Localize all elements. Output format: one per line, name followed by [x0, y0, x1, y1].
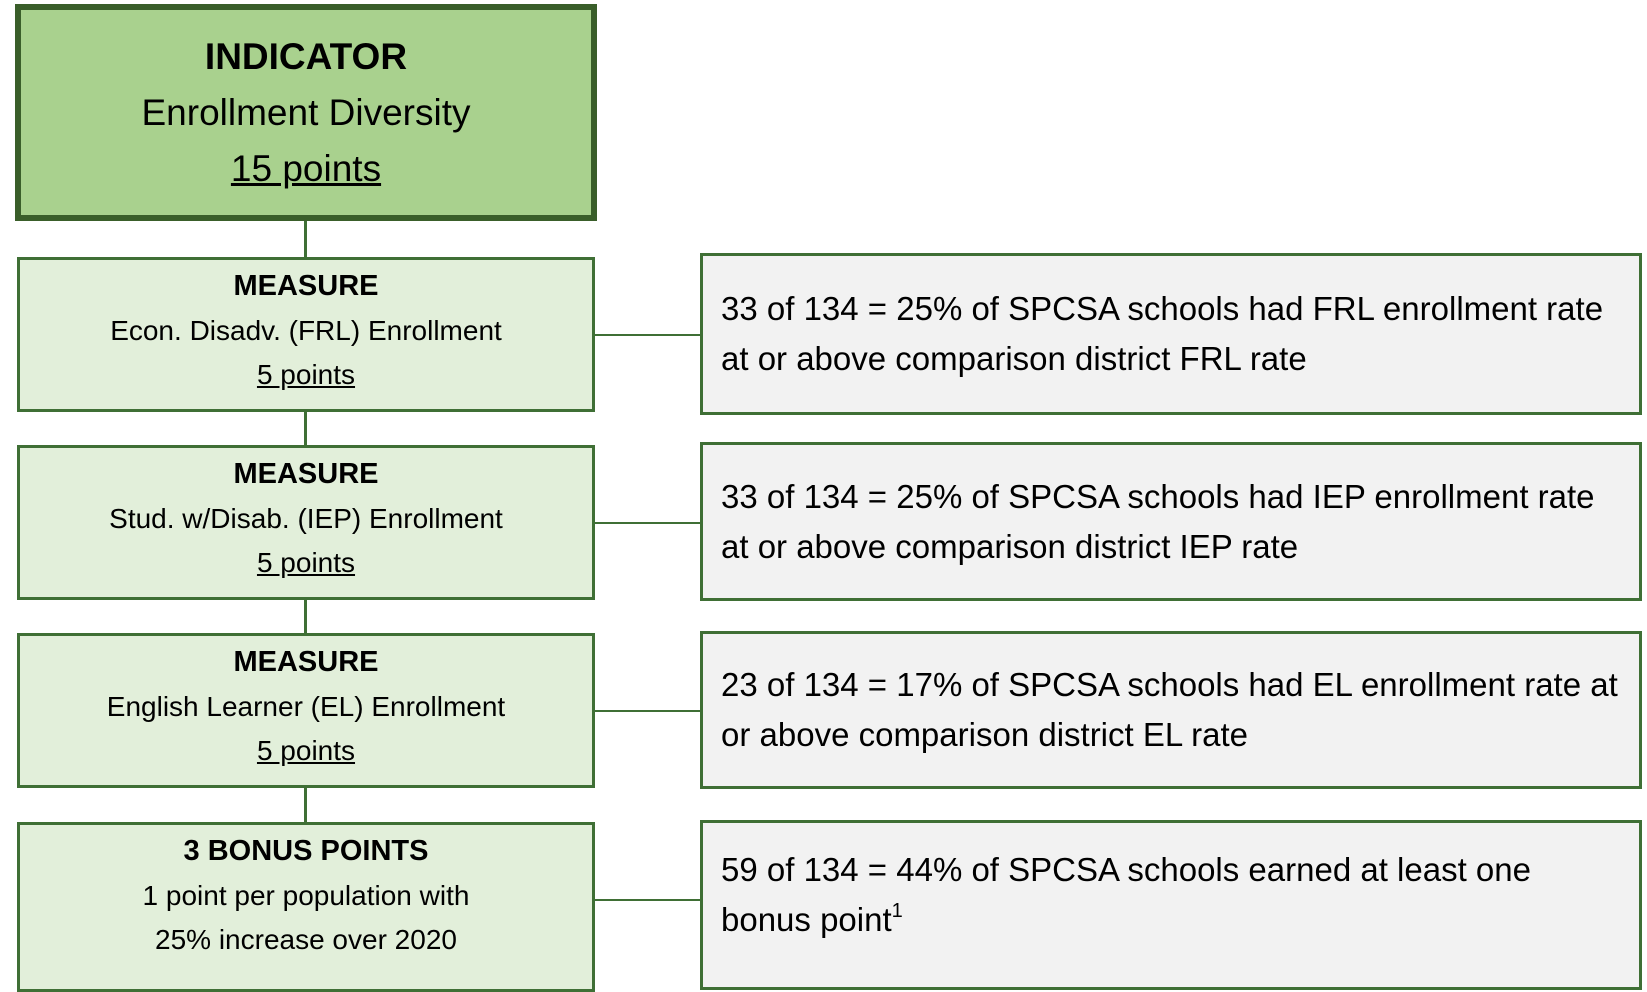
- result-text: 33 of 134 = 25% of SPCSA schools had FRL…: [721, 284, 1621, 384]
- measure-name: 1 point per population with: [142, 880, 470, 911]
- indicator-points: 15 points: [230, 148, 382, 189]
- result-text-body: 33 of 134 = 25% of SPCSA schools had IEP…: [721, 477, 1595, 565]
- indicator-name: Enrollment Diversity: [141, 92, 471, 133]
- indicator-box: INDICATOR Enrollment Diversity 15 points: [15, 4, 597, 221]
- measure-name: Stud. w/Disab. (IEP) Enrollment: [109, 503, 503, 534]
- result-text: 33 of 134 = 25% of SPCSA schools had IEP…: [721, 472, 1621, 572]
- measure-points: 5 points: [256, 547, 356, 578]
- result-text-body: 33 of 134 = 25% of SPCSA schools had FRL…: [721, 290, 1604, 377]
- result-text: 59 of 134 = 44% of SPCSA schools earned …: [721, 845, 1621, 945]
- measure-name: English Learner (EL) Enrollment: [106, 691, 506, 722]
- measure-heading: MEASURE: [233, 646, 379, 678]
- connector: [595, 899, 700, 901]
- measure-box: MEASURE Econ. Disadv. (FRL) Enrollment 5 p…: [17, 257, 595, 412]
- result-text-body: 23 of 134 = 17% of SPCSA schools had EL …: [721, 666, 1618, 753]
- measure-name: Econ. Disadv. (FRL) Enrollment: [110, 315, 502, 346]
- connector: [595, 334, 700, 336]
- result-box: 23 of 134 = 17% of SPCSA schools had EL …: [700, 631, 1642, 789]
- footnote-mark: 1: [891, 900, 903, 922]
- connector: [595, 522, 700, 524]
- measure-box: MEASURE English Learner (EL) Enrollment 5 …: [17, 633, 595, 788]
- result-box: 33 of 134 = 25% of SPCSA schools had FRL…: [700, 253, 1642, 415]
- measure-heading: MEASURE: [233, 270, 379, 302]
- result-text: 23 of 134 = 17% of SPCSA schools had EL …: [721, 660, 1621, 760]
- measure-detail: 25% increase over 2020: [155, 924, 457, 955]
- result-box: 59 of 134 = 44% of SPCSA schools earned …: [700, 820, 1642, 990]
- result-text-body: 59 of 134 = 44% of SPCSA schools earned …: [721, 851, 1531, 938]
- measure-heading: MEASURE: [233, 458, 379, 490]
- measure-box: MEASURE Stud. w/Disab. (IEP) Enrollment 5 …: [17, 445, 595, 600]
- indicator-heading: INDICATOR: [204, 36, 408, 77]
- connector: [595, 710, 700, 712]
- result-box: 33 of 134 = 25% of SPCSA schools had IEP…: [700, 442, 1642, 601]
- measure-heading: 3 BONUS POINTS: [183, 835, 429, 867]
- measure-points: 5 points: [256, 735, 356, 766]
- measure-points: 5 points: [256, 359, 356, 390]
- measure-box: 3 BONUS POINTS 1 point per population wit…: [17, 822, 595, 992]
